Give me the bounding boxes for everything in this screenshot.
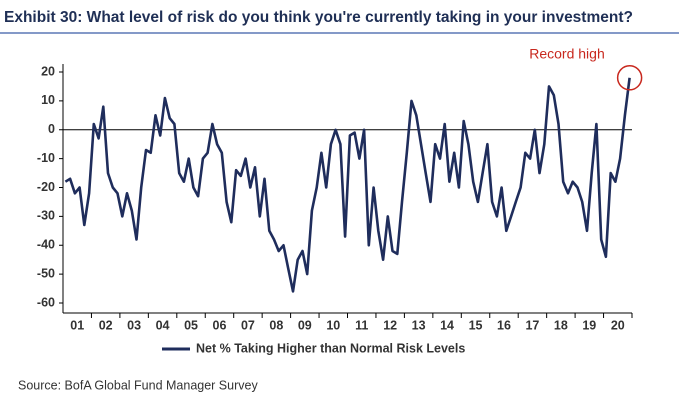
x-tick-label: 10	[326, 318, 340, 332]
x-tick-label: 15	[469, 318, 483, 332]
y-tick-label: -20	[37, 180, 55, 194]
y-tick-label: -40	[37, 238, 55, 252]
x-tick-label: 05	[184, 318, 198, 332]
x-tick-label: 20	[611, 318, 625, 332]
y-tick-label: -10	[37, 151, 55, 165]
x-tick-label: 06	[213, 318, 227, 332]
x-tick-label: 17	[525, 318, 539, 332]
x-tick-label: 01	[70, 318, 84, 332]
x-tick-label: 19	[582, 318, 596, 332]
y-tick-label: -60	[37, 295, 55, 309]
x-tick-label: 14	[440, 318, 454, 332]
x-tick-label: 12	[383, 318, 397, 332]
highlight-circle	[616, 65, 643, 91]
x-tick-label: 16	[497, 318, 511, 332]
x-tick-label: 11	[355, 318, 368, 332]
x-tick-label: 08	[269, 318, 283, 332]
x-tick-label: 18	[554, 318, 568, 332]
legend-label: Net % Taking Higher than Normal Risk Lev…	[196, 341, 465, 355]
x-tick-label: 04	[156, 318, 170, 332]
y-tick-label: 0	[48, 122, 55, 136]
x-tick-label: 03	[127, 318, 141, 332]
chart-title: Exhibit 30: What level of risk do you th…	[4, 9, 633, 26]
x-tick-label: 07	[241, 318, 255, 332]
annotation: Record high	[529, 46, 605, 62]
y-tick-label: -30	[37, 209, 55, 223]
x-tick-label: 02	[99, 318, 113, 332]
y-tick-label: 10	[41, 93, 55, 107]
data-line	[64, 77, 631, 293]
x-tick-label: 13	[412, 318, 426, 332]
source: Source: BofA Global Fund Manager Survey	[18, 378, 258, 392]
y-tick-label: 20	[41, 64, 55, 78]
x-tick-label: 09	[298, 318, 312, 332]
y-tick-label: -50	[37, 266, 55, 280]
